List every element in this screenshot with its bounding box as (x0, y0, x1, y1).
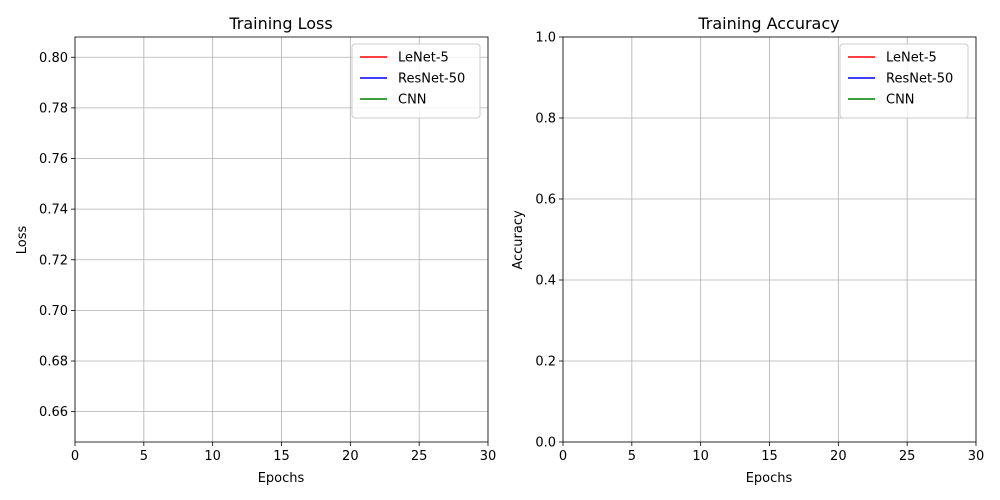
accuracy-y-tick-label: 0.6 (535, 193, 556, 208)
loss-chart-title: Training Loss (228, 14, 332, 33)
accuracy-x-tick-label: 15 (761, 449, 778, 464)
loss-legend: LeNet-5 ResNet-50 CNN (351, 43, 481, 119)
loss-y-tick-label: 0.74 (39, 203, 68, 218)
accuracy-legend-label: CNN (886, 93, 915, 108)
loss-legend-label: ResNet-50 (398, 72, 465, 87)
accuracy-chart-title: Training Accuracy (697, 14, 839, 33)
loss-y-tick-label: 0.78 (39, 101, 68, 116)
loss-y-tick-label: 0.72 (39, 253, 68, 268)
loss-x-tick-label: 15 (273, 449, 290, 464)
loss-legend-label: CNN (398, 93, 427, 108)
accuracy-x-tick-label: 25 (899, 449, 916, 464)
accuracy-y-tick-label: 0.8 (535, 112, 556, 127)
accuracy-y-tick-label: 0.0 (535, 436, 556, 451)
loss-y-tick-label: 0.68 (39, 355, 68, 370)
loss-y-tick-label: 0.76 (39, 152, 68, 167)
loss-axes-frame (74, 36, 489, 443)
accuracy-x-tick-label: 10 (692, 449, 709, 464)
loss-y-tick-label: 0.80 (39, 51, 68, 66)
accuracy-legend: LeNet-5 ResNet-50 CNN (839, 43, 969, 119)
loss-y-tick-label: 0.66 (39, 405, 68, 420)
accuracy-panel: Training Accuracy Epochs Accuracy 0 5 10 15… (511, 14, 984, 486)
loss-x-tick-label: 20 (342, 449, 359, 464)
accuracy-y-axis-label: Accuracy (511, 210, 526, 270)
accuracy-legend-label: LeNet-5 (886, 51, 937, 66)
accuracy-x-tick-label: 5 (628, 449, 636, 464)
accuracy-y-tick-label: 1.0 (535, 31, 556, 46)
loss-x-tick-label: 30 (480, 449, 497, 464)
loss-legend-label: LeNet-5 (398, 51, 449, 66)
accuracy-x-tick-label: 20 (830, 449, 847, 464)
accuracy-x-axis-label: Epochs (746, 471, 793, 486)
accuracy-y-tick-label: 0.2 (535, 355, 556, 370)
accuracy-y-tick-label: 0.4 (535, 274, 556, 289)
loss-x-tick-label: 0 (71, 449, 79, 464)
accuracy-x-tick-label: 30 (968, 449, 985, 464)
accuracy-axes-frame (562, 36, 977, 443)
loss-y-tick-label: 0.70 (39, 304, 68, 319)
loss-x-tick-label: 5 (140, 449, 148, 464)
loss-panel: Training Loss Epochs Loss 0 5 10 15 20 25 30 0.… (15, 14, 496, 486)
accuracy-legend-label: ResNet-50 (886, 72, 953, 87)
loss-x-tick-label: 25 (411, 449, 428, 464)
loss-y-axis-label: Loss (15, 226, 30, 255)
accuracy-x-tick-label: 0 (559, 449, 567, 464)
loss-x-tick-label: 10 (204, 449, 221, 464)
loss-x-axis-label: Epochs (258, 471, 305, 486)
